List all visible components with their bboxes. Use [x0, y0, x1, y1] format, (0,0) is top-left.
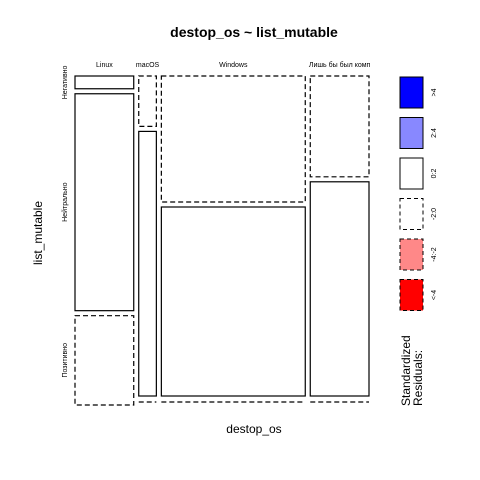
x-tick-label: Linux: [96, 62, 113, 69]
legend-swatch: [399, 238, 424, 271]
x-axis-label: destop_os: [226, 422, 281, 436]
mosaic-cell: [138, 130, 157, 397]
chart-title: destop_os ~ list_mutable: [170, 24, 338, 40]
mosaic-cell: [74, 93, 135, 312]
mosaic-cell: [74, 75, 135, 90]
x-tick-label: macOS: [136, 62, 160, 69]
mosaic-cell: [309, 75, 370, 178]
legend-swatch: [399, 279, 424, 311]
legend-swatch: [399, 198, 424, 230]
legend-label: -2:0: [431, 208, 438, 220]
legend-label: -4:-2: [431, 247, 438, 262]
legend-swatch: [399, 157, 424, 190]
legend-label: 2:4: [431, 128, 438, 138]
legend-label: >4: [431, 88, 438, 96]
mosaic-cell: [74, 315, 135, 406]
x-tick-label: Лишь бы был комп: [309, 61, 371, 69]
y-axis-label: list_mutable: [31, 201, 45, 265]
mosaic-cell: [138, 75, 157, 128]
y-tick-label: Негативно: [62, 65, 69, 99]
mosaic-cell: [160, 75, 306, 203]
legend-label: 0:2: [431, 169, 438, 179]
legend-swatch: [399, 76, 424, 109]
y-tick-label: Нейтрально: [61, 182, 69, 221]
legend-title: Standardized Residuals:: [399, 332, 425, 406]
mosaic-cells: [74, 75, 370, 406]
legend-label: <-4: [431, 290, 438, 300]
x-tick-labels: Linux macOS Windows Лишь бы был комп: [96, 61, 371, 69]
x-tick-label: Windows: [219, 62, 248, 69]
y-tick-label: Позитивно: [62, 343, 69, 378]
legend-swatch: [399, 117, 424, 149]
y-tick-labels: Негативно Нейтрально Позитивно: [61, 65, 69, 377]
mosaic-cell: [309, 181, 370, 397]
legend: >4 2:4 0:2 -2:0 -4:-2 <-4: [399, 76, 438, 311]
mosaic-cell: [160, 206, 306, 397]
